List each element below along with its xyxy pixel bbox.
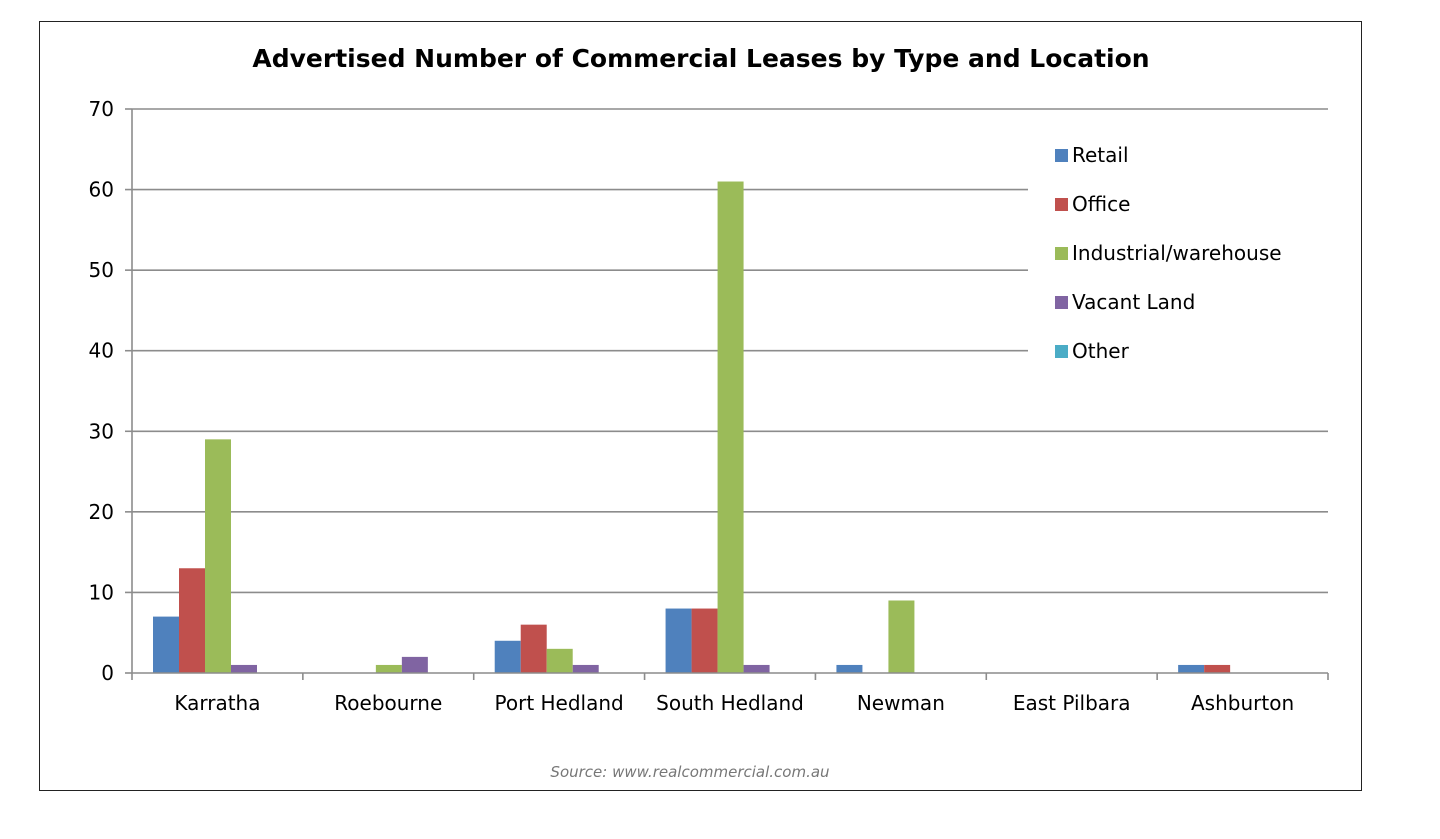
x-category-label: Roebourne (334, 691, 442, 715)
legend-label: Office (1072, 192, 1130, 216)
legend-swatch (1055, 345, 1068, 358)
y-tick-label: 30 (89, 419, 114, 443)
bar-industrial-warehouse (888, 600, 915, 673)
chart-title: Advertised Number of Commercial Leases b… (252, 44, 1149, 73)
legend-label: Industrial/warehouse (1072, 241, 1282, 265)
legend-label: Retail (1072, 143, 1129, 167)
bar-vacant-land (572, 664, 599, 673)
bar-industrial-warehouse (546, 648, 573, 673)
y-tick-label: 60 (89, 178, 114, 202)
bar-office (691, 608, 718, 673)
bar-retail (1178, 664, 1205, 673)
bar-vacant-land (231, 664, 257, 673)
y-tick-label: 70 (89, 97, 114, 121)
x-category-label: Karratha (174, 691, 260, 715)
bar-industrial-warehouse (717, 181, 744, 673)
y-tick-label: 50 (89, 258, 114, 282)
legend-label: Other (1072, 339, 1130, 363)
x-category-label: South Hedland (656, 691, 804, 715)
bar-retail (665, 608, 692, 673)
legend-swatch (1055, 247, 1068, 260)
bar-industrial-warehouse (375, 664, 402, 673)
chart-svg: Advertised Number of Commercial Leases b… (89, 44, 1329, 781)
axis-layer: 0 10 20 30 40 50 60 70 Karratha Roebourne Port Hed… (89, 97, 1329, 715)
x-category-label: Ashburton (1191, 691, 1294, 715)
bar-retail (153, 616, 179, 673)
bar-retail (836, 664, 863, 673)
legend: Retail Office Industrial/warehouse Vacant L… (1055, 143, 1282, 363)
bar-office (1204, 664, 1231, 673)
y-tick-label: 0 (101, 661, 114, 685)
bar-industrial-warehouse (205, 439, 231, 673)
legend-swatch (1055, 198, 1068, 211)
x-category-label: Port Hedland (495, 691, 624, 715)
y-tick-label: 10 (89, 580, 114, 604)
legend-label: Vacant Land (1072, 290, 1195, 314)
bar-office (179, 568, 205, 673)
bar-retail (494, 640, 521, 673)
bar-office (520, 624, 547, 673)
bar-vacant-land (743, 664, 770, 673)
legend-swatch (1055, 296, 1068, 309)
bars-layer (153, 181, 1231, 673)
x-category-label: East Pilbara (1013, 691, 1131, 715)
source-note: Source: www.realcommercial.com.au (550, 763, 829, 781)
y-tick-label: 40 (89, 339, 114, 363)
y-tick-label: 20 (89, 500, 114, 524)
chart-frame: Advertised Number of Commercial Leases b… (39, 21, 1362, 791)
legend-swatch (1055, 149, 1068, 162)
x-category-label: Newman (857, 691, 945, 715)
bar-vacant-land (401, 656, 428, 673)
